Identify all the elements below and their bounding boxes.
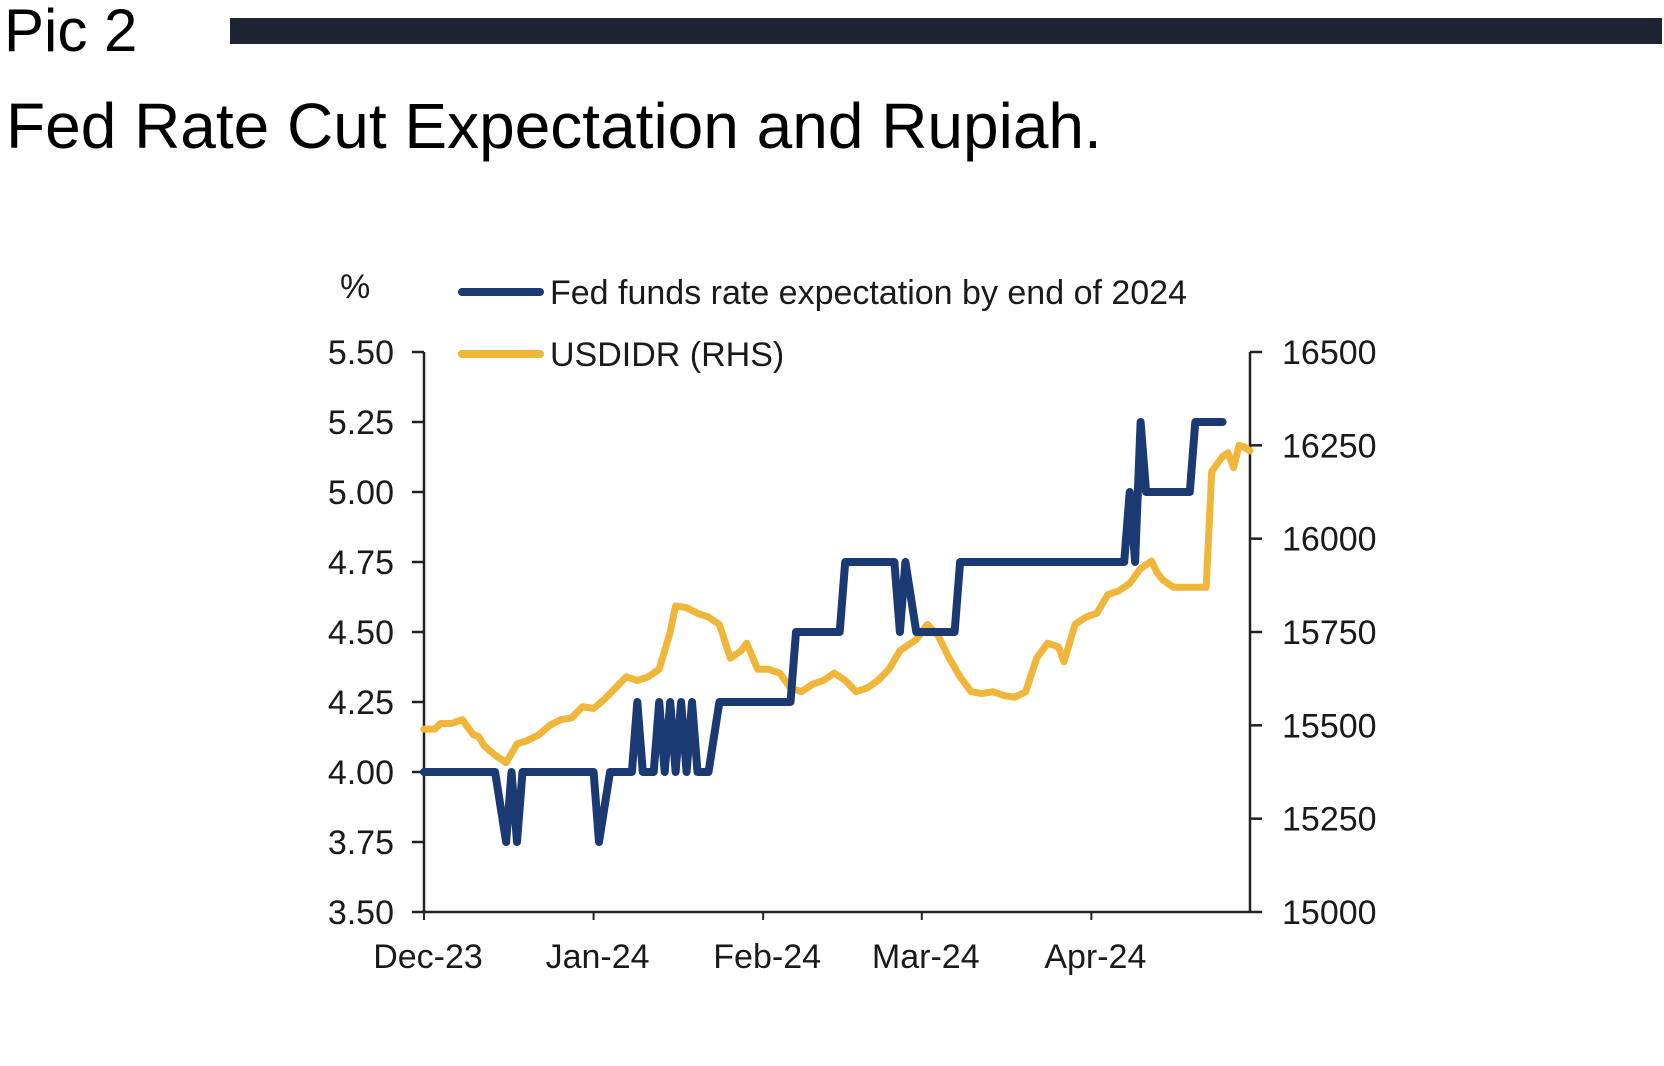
legend-item-usdidr-label: USDIDR (RHS): [550, 336, 784, 374]
y-left-axis-label: %: [340, 268, 370, 306]
y-left-tick-label: 3.50: [328, 894, 394, 932]
y-left-tick-label: 5.50: [328, 334, 394, 372]
y-right-tick-label: 15750: [1282, 614, 1377, 652]
y-left-tick-label: 4.00: [328, 754, 394, 792]
y-left-tick-label: 3.75: [328, 824, 394, 862]
legend-item-fed-funds-label: Fed funds rate expectation by end of 202…: [550, 274, 1187, 312]
x-tick-label: Apr-24: [1044, 938, 1146, 976]
chart-legend: Fed funds rate expectation by end of 202…: [458, 274, 1187, 374]
x-tick-label: Jan-24: [546, 938, 650, 976]
x-tick-label: Mar-24: [872, 938, 980, 976]
chart-title: Fed Rate Cut Expectation and Rupiah.: [6, 90, 1102, 162]
y-right-tick-label: 15000: [1282, 894, 1377, 932]
y-right-tick-label: 16000: [1282, 521, 1377, 559]
y-left-tick-label: 4.25: [328, 684, 394, 722]
series-line-fed-funds: [420, 418, 1227, 846]
y-left-tick-label: 5.00: [328, 474, 394, 512]
pic-label: Pic 2: [4, 0, 138, 64]
y-right-tick-label: 15250: [1282, 801, 1377, 839]
series-line-usdidr: [420, 441, 1254, 767]
y-right-tick-label: 16250: [1282, 427, 1377, 465]
chart-series: [420, 418, 1254, 846]
y-right-tick-label: 16500: [1282, 334, 1377, 372]
x-tick-label: Dec-23: [373, 938, 483, 976]
y-left-tick-label: 4.50: [328, 614, 394, 652]
chart-axes: 5.50 5.25 5.00 4.75 4.50 4.25 4.00 3.75 3.50% 165…: [328, 268, 1377, 976]
header-bar: [230, 18, 1662, 44]
x-tick-label: Feb-24: [713, 938, 821, 976]
y-left-tick-label: 5.25: [328, 404, 394, 442]
y-right-tick-label: 15500: [1282, 707, 1377, 745]
y-left-tick-label: 4.75: [328, 544, 394, 582]
